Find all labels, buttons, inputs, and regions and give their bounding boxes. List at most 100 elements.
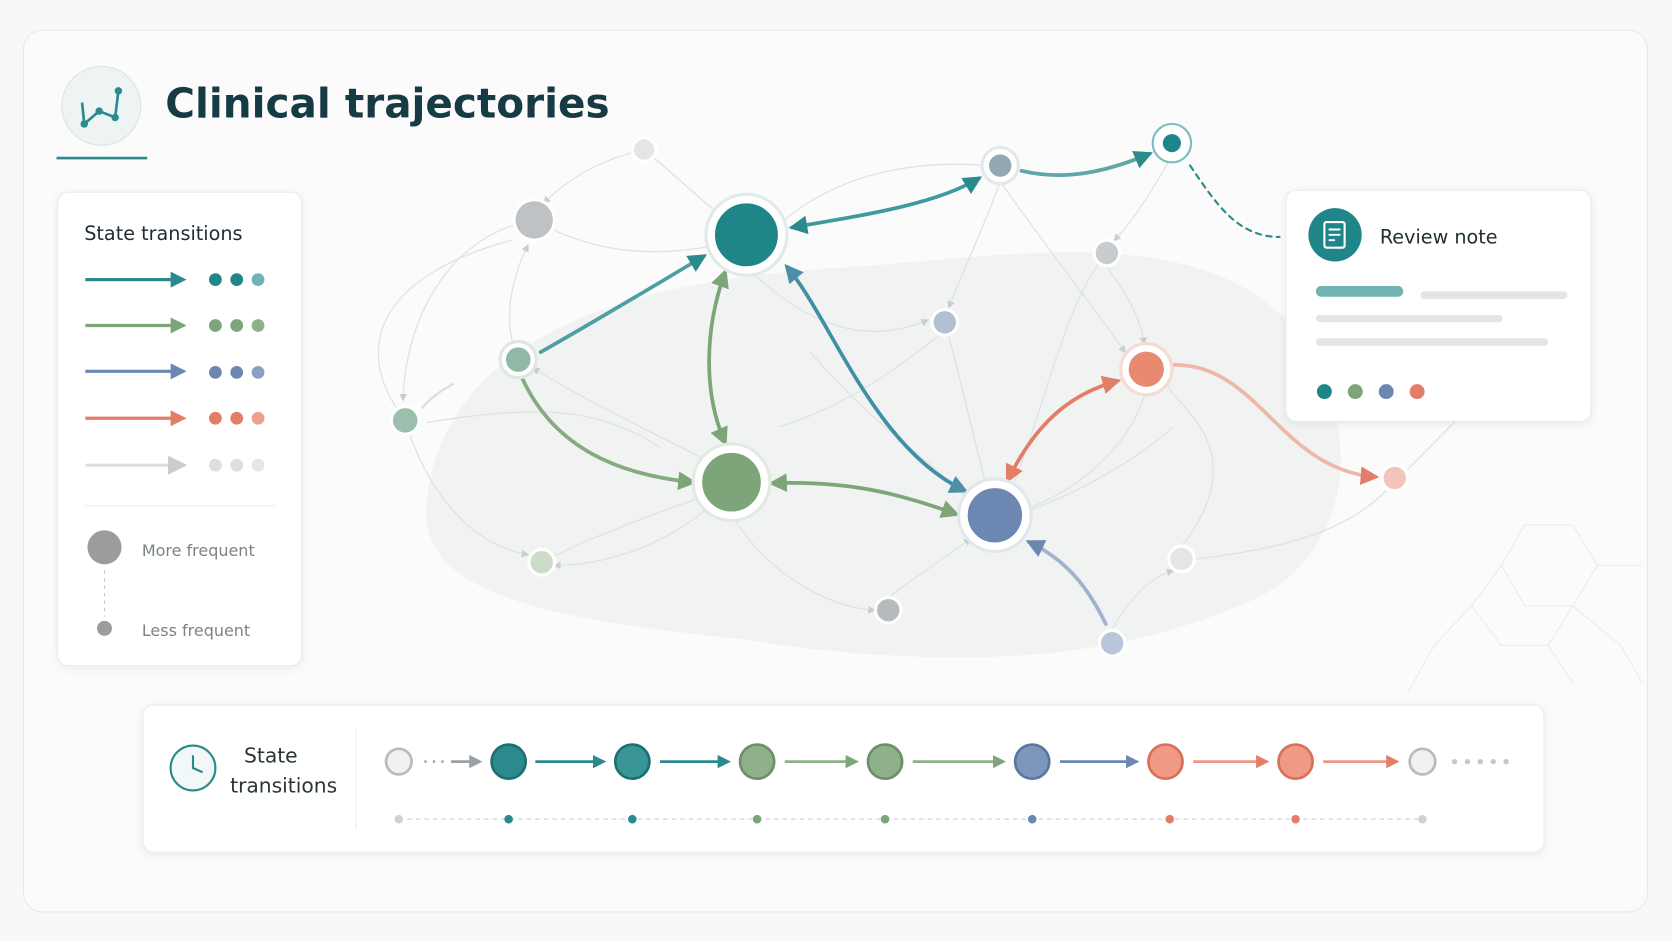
review-title: Review note [1380, 225, 1498, 248]
nodes-item [512, 198, 557, 242]
faint-edges-item [426, 411, 662, 449]
strong-edges-item [768, 473, 961, 518]
nodes-item [873, 595, 903, 625]
strong-edges-item [784, 263, 969, 493]
nodes [389, 122, 1410, 658]
nodes-item [930, 307, 960, 337]
legend-panel: State transitions More frequent Less fre… [57, 191, 303, 667]
app-icon-dot [80, 120, 88, 128]
legend-rows-item [209, 273, 222, 287]
timeline-nodes-item [1277, 743, 1314, 781]
legend-rows [85, 271, 265, 475]
placeholder-line [1315, 286, 1404, 297]
tag-dot [1347, 384, 1363, 400]
faint-edges-item [533, 219, 716, 253]
faint-edges-item [404, 420, 530, 558]
nodes-item [1097, 628, 1127, 658]
faint-edges-item [887, 537, 972, 598]
legend-rows-item [251, 319, 265, 332]
timeline-nodes-item [1147, 743, 1184, 781]
timeline-nodes-item [490, 743, 528, 781]
nodes-item [1092, 238, 1122, 268]
legend-rows-item [251, 411, 265, 425]
placeholder-line [1420, 291, 1568, 299]
review-icon-lines [1328, 228, 1341, 242]
timeline-nodes-item [613, 743, 651, 781]
faint-edges-item [1194, 490, 1387, 560]
nodes-item [1159, 130, 1185, 156]
nodes-item [527, 547, 557, 577]
faint-edges-item [531, 367, 705, 460]
timeline-nodes-item [1418, 814, 1427, 824]
nodes-item [985, 151, 1015, 180]
size-label: Less frequent [142, 621, 250, 640]
legend-rows-item [209, 458, 222, 472]
nodes-item [711, 200, 782, 270]
timeline-nodes-item [1291, 814, 1300, 824]
faint-edges-item [1111, 568, 1175, 630]
size-swatch-large [87, 530, 122, 565]
page-title: Clinical trajectories [165, 80, 609, 128]
nodes-item [1380, 463, 1410, 493]
app-icon-dot [111, 113, 119, 122]
faint-edges-item [541, 495, 705, 563]
faint-edges-item [999, 181, 1126, 354]
nodes-item [1167, 544, 1196, 574]
strong-edges-item [538, 254, 707, 355]
app-icon [61, 65, 142, 146]
timeline-panel: State transitions [142, 704, 1545, 853]
nodes-item [698, 449, 765, 515]
faint-edges-item [730, 513, 876, 614]
legend-rows-item [209, 366, 222, 379]
review-icon-glyph [1323, 220, 1346, 249]
header: Clinical trajectories [56, 65, 610, 160]
app-icon-dot [114, 87, 123, 95]
placeholder-line [1315, 314, 1503, 323]
timeline-nodes-item [1408, 747, 1437, 776]
strong-edges-item [520, 376, 697, 491]
timeline-nodes-item [866, 743, 904, 781]
strong-edges-item [1005, 375, 1122, 484]
review-card: Review note [1285, 189, 1592, 422]
faint-edges-item [542, 148, 645, 204]
faint-edges-item [377, 239, 513, 421]
legend-rows-item [209, 411, 222, 425]
nodes-item [502, 344, 534, 376]
strong-edges-item [1188, 164, 1281, 239]
nodes-item [964, 484, 1026, 546]
timeline-nodes-item [394, 814, 404, 824]
faint-edges-item [399, 219, 535, 402]
strong-edges [421, 150, 1380, 626]
strong-edges-item [1019, 150, 1153, 177]
nodes-item [630, 136, 658, 163]
tag-dot [1378, 384, 1394, 400]
decor-item [1407, 524, 1643, 694]
timeline-nodes-item [384, 747, 413, 776]
timeline-nodes-item [628, 814, 637, 824]
strong-edges-item [1171, 363, 1380, 486]
size-label: More frequent [142, 541, 255, 560]
tag-dot [1409, 384, 1425, 400]
faint-edges-item [1106, 266, 1148, 346]
strong-edges-item [421, 383, 455, 409]
nodes-item [389, 404, 421, 436]
timeline-nodes-item [504, 814, 513, 824]
nodes-item [1125, 348, 1168, 390]
placeholder-line [1315, 338, 1549, 346]
timeline-nodes-item [1165, 814, 1175, 824]
legend-rows-item [230, 366, 244, 379]
strong-edges-item [1025, 540, 1108, 626]
timeline-title: State [244, 744, 298, 768]
faint-edges-item [1113, 155, 1173, 242]
legend-rows-item [251, 366, 265, 379]
size-swatch-small [97, 620, 112, 636]
tag-dot [1316, 384, 1332, 400]
legend-title: State transitions [84, 222, 242, 245]
legend-rows-item [230, 319, 244, 332]
timeline-nodes-item [738, 743, 776, 781]
timeline-nodes-item [752, 814, 762, 824]
legend-rows-item [230, 273, 244, 287]
timeline-card [142, 704, 1545, 853]
